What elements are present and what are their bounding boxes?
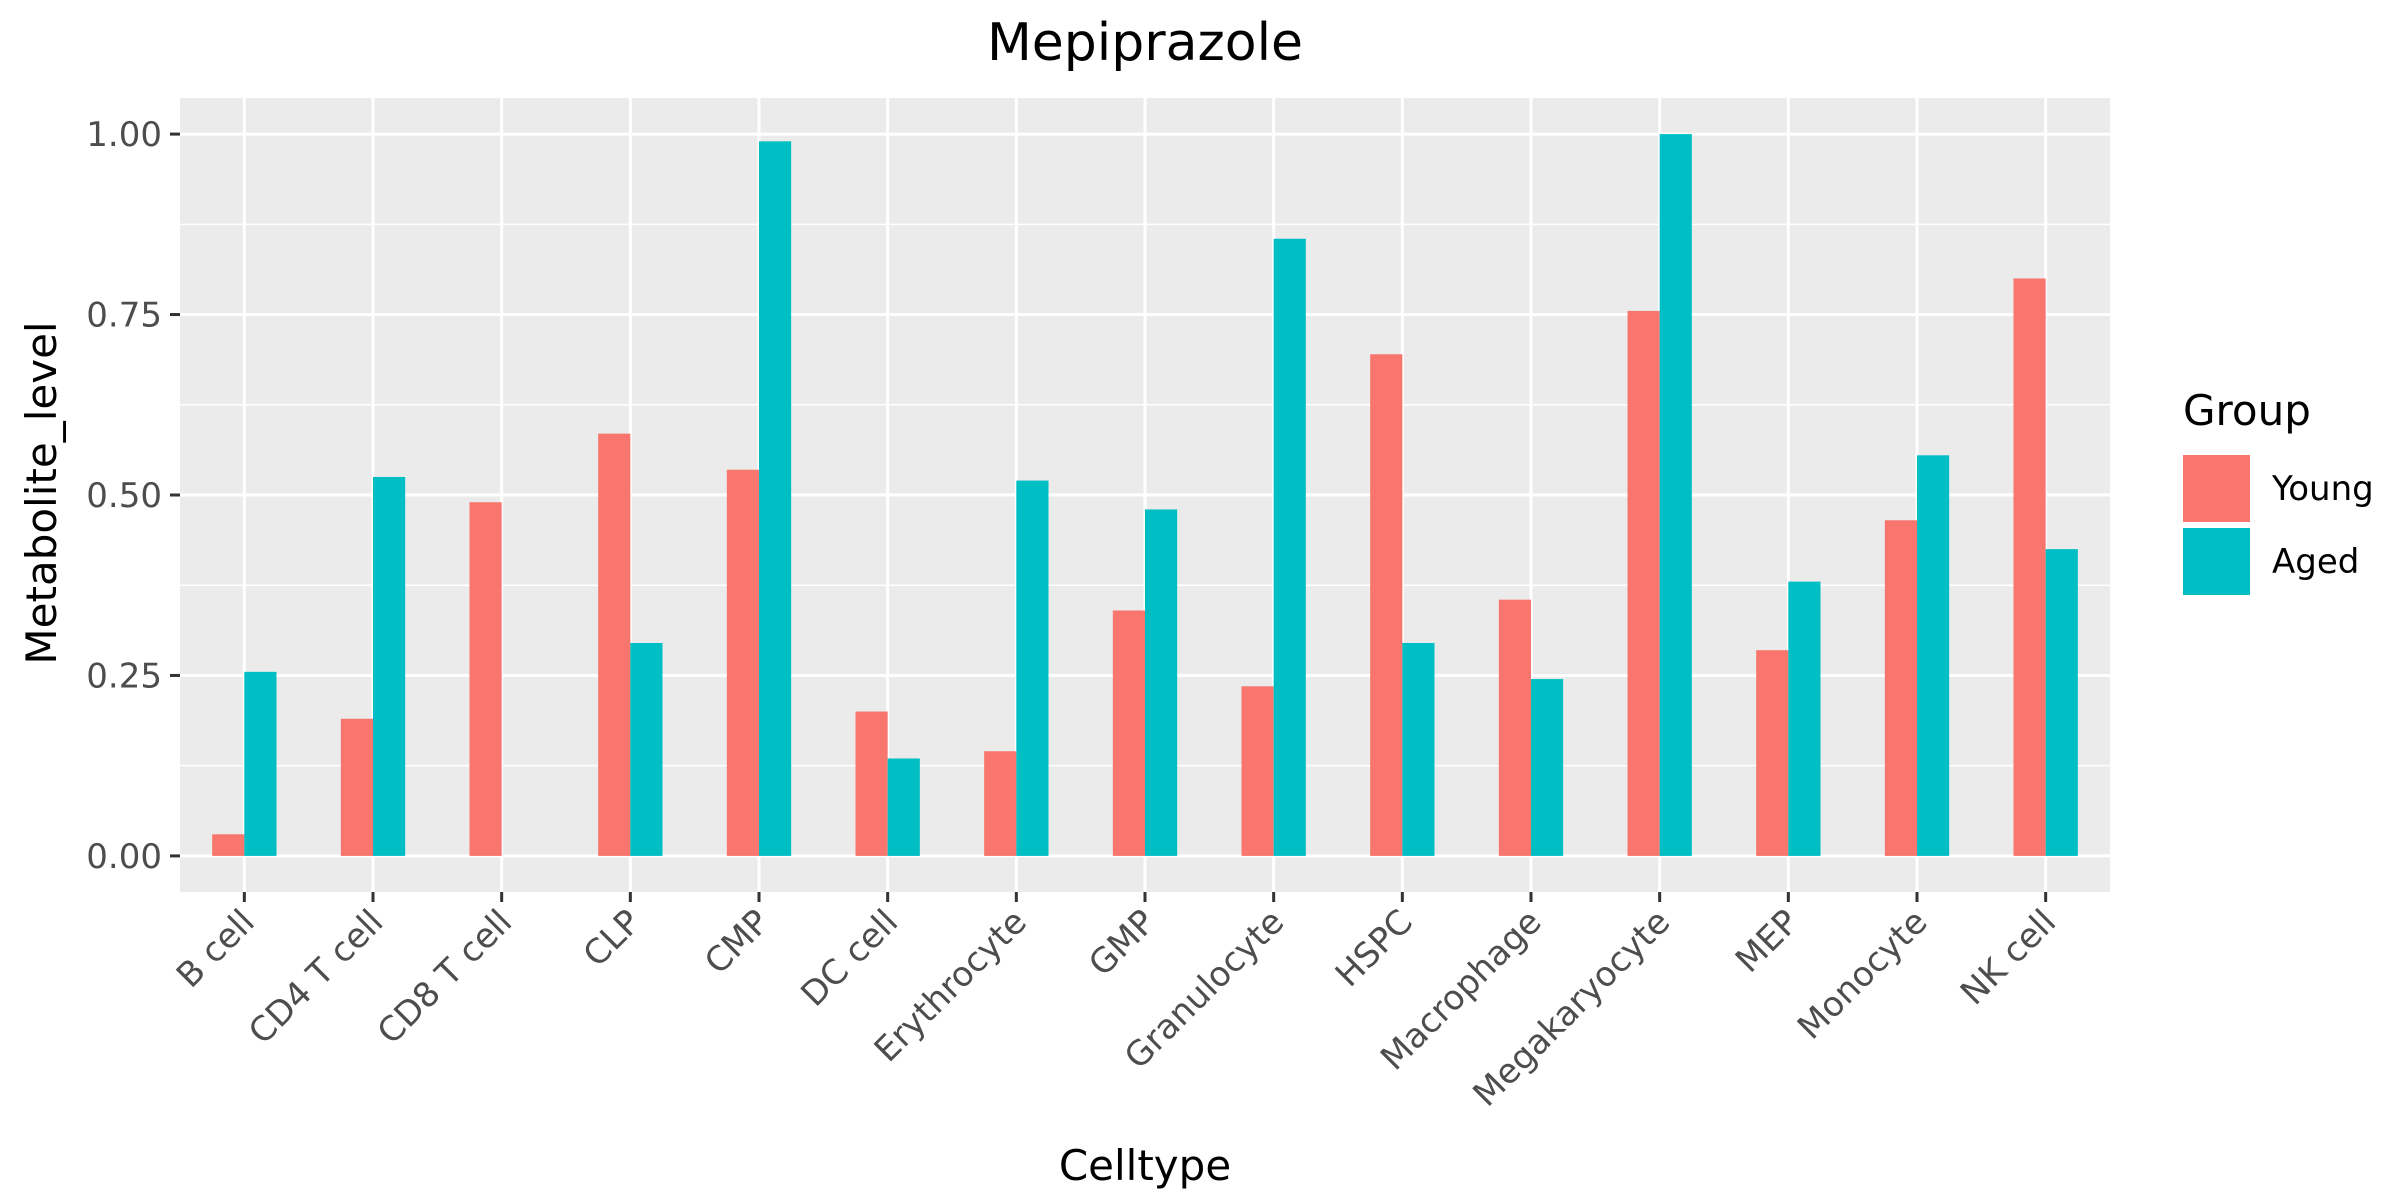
x-axis-title: Celltype	[1059, 1141, 1231, 1190]
bar-aged-11	[1659, 134, 1692, 856]
legend-label-aged: Aged	[2272, 542, 2359, 582]
legend-title: Group	[2183, 386, 2311, 435]
y-axis: 0.00 0.25 0.50 0.75 1.00	[86, 115, 180, 877]
bar-aged-7	[1145, 509, 1178, 856]
legend: Group Young Aged	[2183, 386, 2374, 595]
bar-young-12	[1756, 650, 1789, 856]
bar-young-7	[1112, 610, 1145, 856]
y-tick-label: 0.50	[86, 476, 162, 516]
bar-young-11	[1627, 310, 1660, 856]
bar-aged-3	[630, 642, 663, 856]
legend-key-young	[2183, 455, 2250, 522]
bar-aged-1	[373, 476, 406, 856]
bar-aged-12	[1788, 581, 1821, 856]
bar-young-13	[1884, 520, 1917, 856]
bar-aged-14	[2045, 549, 2078, 856]
legend-items: Young Aged	[2183, 455, 2374, 595]
legend-label-young: Young	[2271, 469, 2374, 509]
bar-aged-8	[1273, 238, 1306, 856]
bar-young-4	[726, 469, 759, 856]
bar-aged-13	[1917, 455, 1950, 856]
y-tick-label: 0.75	[86, 296, 162, 336]
bar-young-6	[984, 751, 1017, 856]
bar-young-10	[1498, 599, 1531, 856]
bar-aged-4	[759, 141, 792, 856]
bar-young-9	[1370, 354, 1403, 856]
y-tick-label: 0.00	[86, 837, 162, 877]
bar-aged-6	[1016, 480, 1049, 856]
y-tick-label: 0.25	[86, 656, 162, 696]
y-tick-label: 1.00	[86, 115, 162, 155]
bar-young-2	[469, 502, 502, 856]
bar-aged-0	[244, 671, 277, 856]
bar-young-8	[1241, 686, 1274, 856]
bar-aged-9	[1402, 642, 1435, 856]
bar-young-1	[340, 718, 373, 856]
legend-key-aged	[2183, 528, 2250, 595]
bar-young-5	[855, 711, 888, 856]
y-axis-title: Metabolite_level	[17, 321, 66, 664]
bars	[212, 134, 2078, 856]
bar-young-0	[212, 834, 245, 856]
bar-young-14	[2013, 278, 2046, 856]
bar-aged-5	[887, 758, 920, 856]
bar-young-3	[598, 433, 631, 856]
bar-aged-10	[1531, 679, 1564, 856]
chart-title: Mepiprazole	[987, 13, 1303, 73]
